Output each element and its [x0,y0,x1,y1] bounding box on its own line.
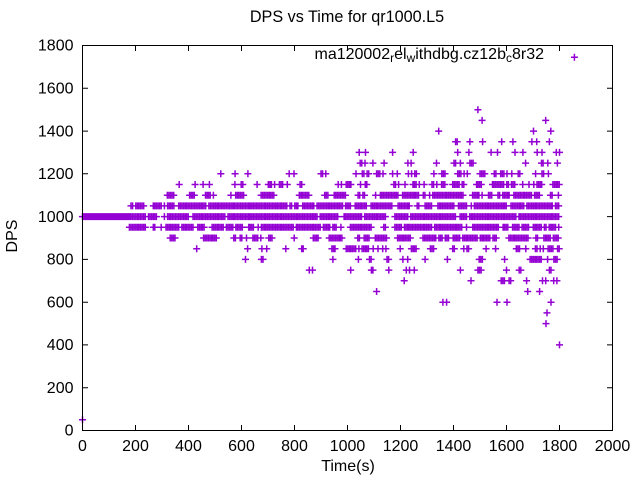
svg-text:400: 400 [175,438,202,455]
svg-text:200: 200 [47,380,74,397]
svg-text:1000: 1000 [38,209,74,226]
svg-text:0: 0 [78,438,87,455]
svg-text:1800: 1800 [38,38,74,55]
svg-text:2000: 2000 [595,438,631,455]
svg-text:200: 200 [122,438,149,455]
svg-text:0: 0 [65,423,74,440]
svg-text:600: 600 [47,294,74,311]
svg-text:1400: 1400 [38,123,74,140]
svg-text:1800: 1800 [542,438,578,455]
svg-text:DPS vs Time for qr1000.L5: DPS vs Time for qr1000.L5 [250,8,444,26]
svg-text:1600: 1600 [38,81,74,98]
svg-text:400: 400 [47,337,74,354]
svg-text:800: 800 [47,252,74,269]
svg-text:ma120002relwithdbg.cz12bc8r32: ma120002relwithdbg.cz12bc8r32 [314,46,544,65]
svg-text:1000: 1000 [330,438,366,455]
svg-text:DPS: DPS [4,220,21,253]
svg-text:1200: 1200 [383,438,419,455]
svg-text:1600: 1600 [489,438,525,455]
svg-text:1400: 1400 [436,438,472,455]
svg-text:1200: 1200 [38,166,74,183]
svg-text:Time(s): Time(s) [321,458,375,475]
svg-text:600: 600 [228,438,255,455]
svg-text:800: 800 [281,438,308,455]
